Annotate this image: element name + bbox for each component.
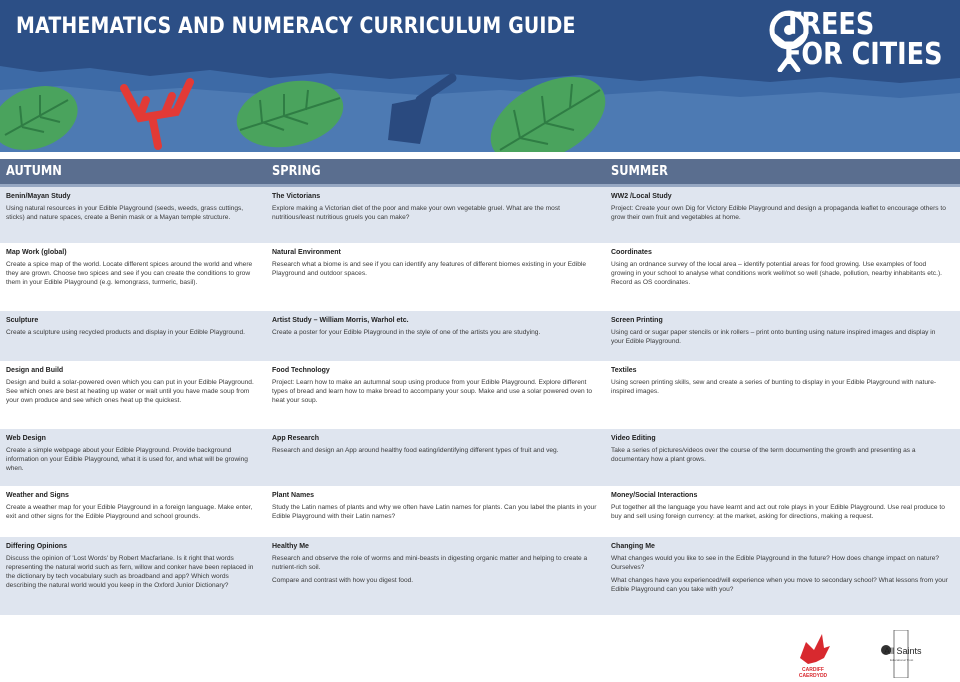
topic-description: What changes would you like to see in th…: [611, 555, 940, 571]
garden-illustration: [0, 66, 960, 152]
topic-description: Design and build a solar-powered oven wh…: [6, 379, 254, 404]
topic-description: Create a simple webpage about your Edibl…: [6, 447, 248, 472]
topic-description: Discuss the opinion of 'Lost Words' by R…: [6, 555, 254, 589]
topic-title: Food Technology: [272, 367, 330, 374]
topic-title: Video Editing: [611, 435, 656, 442]
all-saints-emblem-icon: [881, 645, 891, 655]
topic-description: Put together all the language you have l…: [611, 504, 945, 520]
table-row: Differing Opinions Discuss the opinion of…: [0, 537, 960, 615]
leaf-right-icon: [490, 76, 606, 152]
cell-summer: Coordinates Using an ordnance survey of t…: [611, 248, 949, 291]
topic-description: What changes have you experienced/will e…: [611, 577, 948, 593]
cell-autumn: Weather and Signs Create a weather map fo…: [6, 491, 258, 525]
cardiff-dragon-logo-icon: CARDIFF CAERDYDD: [799, 634, 830, 679]
cardiff-line-1: CARDIFF: [802, 667, 824, 673]
column-summer: SUMMER: [611, 164, 668, 179]
topic-description: Create a sculpture using recycled produc…: [6, 329, 245, 336]
cell-autumn: Map Work (global) Create a spice map of t…: [6, 248, 258, 291]
topic-description: Research and design an App around health…: [272, 447, 559, 454]
cell-spring: Natural Environment Research what a biome…: [272, 248, 602, 282]
topic-title: The Victorians: [272, 193, 321, 200]
topic-description: Using screen printing skills, sew and cr…: [611, 379, 937, 395]
topic-description: Using card or sugar paper stencils or in…: [611, 329, 936, 345]
topic-title: Plant Names: [272, 492, 315, 499]
cell-summer: Video Editing Take a series of pictures/v…: [611, 434, 949, 468]
topic-title: Sculpture: [6, 317, 39, 324]
topic-description: Using natural resources in your Edible P…: [6, 205, 244, 221]
topic-description: Compare and contrast with how you digest…: [272, 577, 414, 584]
topic-title: Coordinates: [611, 249, 652, 256]
topic-title: Web Design: [6, 435, 46, 442]
topic-title: Natural Environment: [272, 249, 341, 256]
cell-autumn: Design and Build Design and build a solar…: [6, 366, 258, 409]
topic-description: Project: Learn how to make an autumnal s…: [272, 379, 592, 404]
logo-line-1: TREES: [783, 7, 874, 42]
topic-title: Textiles: [611, 367, 637, 374]
topic-description: Using an ordnance survey of the local ar…: [611, 261, 942, 286]
season-header-row: AUTUMN SPRING SUMMER: [0, 159, 960, 184]
topic-title: Money/Social Interactions: [611, 492, 698, 499]
brand-logo-text: TREES FOR CITIES: [784, 10, 942, 70]
column-spring: SPRING: [272, 164, 321, 179]
tree-person-logo-icon: [769, 10, 809, 72]
topic-title: Healthy Me: [272, 543, 309, 550]
table-row: Benin/Mayan Study Using natural resources…: [0, 187, 960, 243]
cardiff-line-2: CAERDYDD: [799, 673, 828, 679]
column-autumn: AUTUMN: [6, 164, 62, 179]
topic-title: Design and Build: [6, 367, 64, 374]
topic-description: Create a weather map for your Edible Pla…: [6, 504, 253, 520]
banner: MATHEMATICS AND NUMERACY CURRICULUM GUID…: [0, 0, 960, 152]
topic-description: Create a spice map of the world. Locate …: [6, 261, 253, 286]
cell-spring: App Research Research and design an App a…: [272, 434, 602, 459]
all-saints-sub: Educational Trust: [890, 658, 913, 662]
trowel-icon: [388, 73, 457, 144]
topic-description: Take a series of pictures/videos over th…: [611, 447, 916, 463]
topic-title: Changing Me: [611, 543, 655, 550]
table-row: Map Work (global) Create a spice map of t…: [0, 243, 960, 311]
cell-autumn: Benin/Mayan Study Using natural resources…: [6, 192, 258, 226]
topic-title: Map Work (global): [6, 249, 67, 256]
topic-title: Benin/Mayan Study: [6, 193, 71, 200]
cell-summer: Textiles Using screen printing skills, se…: [611, 366, 949, 400]
topic-title: Weather and Signs: [6, 492, 69, 499]
table-row: Web Design Create a simple webpage about …: [0, 429, 960, 486]
all-saints-name: All Saints: [884, 646, 922, 656]
logo-line-2: FOR CITIES: [783, 37, 942, 72]
cell-summer: Screen Printing Using card or sugar paper…: [611, 316, 949, 350]
cell-spring: Healthy Me Research and observe the role …: [272, 542, 602, 589]
topic-title: Screen Printing: [611, 317, 663, 324]
topic-description: Research and observe the role of worms a…: [272, 555, 588, 571]
all-saints-logo: All Saints Educational Trust: [881, 630, 922, 678]
cell-autumn: Web Design Create a simple webpage about …: [6, 434, 258, 477]
topic-description: Create a poster for your Edible Playgrou…: [272, 329, 541, 336]
topic-title: Differing Opinions: [6, 543, 68, 550]
topic-title: App Research: [272, 435, 320, 442]
cell-spring: Food Technology Project: Learn how to mak…: [272, 366, 602, 409]
cell-summer: WW2 /Local Study Project: Create your own…: [611, 192, 949, 226]
topic-title: Artist Study – William Morris, Warhol et…: [272, 317, 409, 324]
topic-title: WW2 /Local Study: [611, 193, 672, 200]
cell-spring: Plant Names Study the Latin names of plan…: [272, 491, 602, 525]
table-row: Weather and Signs Create a weather map fo…: [0, 486, 960, 537]
cell-spring: The Victorians Explore making a Victorian…: [272, 192, 602, 226]
topic-description: Explore making a Victorian diet of the p…: [272, 205, 560, 221]
page-title: MATHEMATICS AND NUMERACY CURRICULUM GUID…: [16, 14, 576, 39]
topic-description: Research what a biome is and see if you …: [272, 261, 586, 277]
header-divider: [0, 184, 960, 187]
table-row: Design and Build Design and build a solar…: [0, 361, 960, 429]
cell-summer: Money/Social Interactions Put together al…: [611, 491, 949, 525]
leaf-center-icon: [236, 80, 344, 148]
table-row: Sculpture Create a sculpture using recycl…: [0, 311, 960, 361]
topic-description: Project: Create your own Dig for Victory…: [611, 205, 946, 221]
cell-autumn: Sculpture Create a sculpture using recycl…: [6, 316, 258, 341]
cell-autumn: Differing Opinions Discuss the opinion of…: [6, 542, 258, 594]
cell-spring: Artist Study – William Morris, Warhol et…: [272, 316, 602, 341]
leaf-left-icon: [0, 86, 78, 150]
cell-summer: Changing Me What changes would you like t…: [611, 542, 949, 598]
fork-icon: [120, 78, 194, 150]
topic-description: Study the Latin names of plants and why …: [272, 504, 597, 520]
